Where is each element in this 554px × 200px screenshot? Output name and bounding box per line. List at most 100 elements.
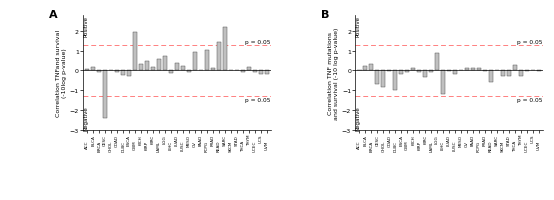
Bar: [264, 71, 269, 74]
Text: UCEC: UCEC: [525, 140, 529, 151]
Bar: [417, 71, 421, 73]
Text: MESO: MESO: [459, 134, 463, 146]
Text: BLCA: BLCA: [91, 134, 95, 145]
Text: ACC: ACC: [357, 140, 361, 148]
Text: PCPG: PCPG: [205, 140, 209, 151]
Text: p = 0.05: p = 0.05: [517, 39, 542, 44]
Bar: [121, 71, 125, 75]
Bar: [169, 71, 173, 73]
Text: OV: OV: [193, 140, 197, 146]
Bar: [459, 70, 463, 71]
Text: STAD: STAD: [235, 134, 239, 145]
Bar: [381, 71, 386, 87]
Text: LAML: LAML: [157, 140, 161, 151]
Bar: [151, 68, 155, 71]
Text: LGG: LGG: [435, 134, 439, 143]
Text: LUSC: LUSC: [181, 140, 185, 150]
Text: LUAD: LUAD: [175, 134, 179, 145]
Text: UCS: UCS: [531, 134, 535, 143]
Bar: [199, 70, 203, 71]
Text: LUSC: LUSC: [453, 140, 457, 150]
Text: ESCA: ESCA: [127, 134, 131, 145]
Bar: [103, 71, 107, 118]
Bar: [525, 71, 529, 72]
Bar: [139, 65, 143, 71]
Bar: [435, 54, 439, 71]
Text: DLBC: DLBC: [121, 140, 125, 151]
Bar: [97, 71, 101, 73]
Bar: [489, 71, 493, 82]
Text: MESO: MESO: [187, 134, 191, 146]
Text: THYM: THYM: [519, 134, 523, 146]
Text: UVM: UVM: [537, 140, 541, 149]
Bar: [471, 68, 475, 71]
Text: UCS: UCS: [259, 134, 263, 143]
Bar: [405, 71, 409, 73]
Text: KIRP: KIRP: [145, 140, 149, 149]
Text: SARC: SARC: [495, 134, 499, 145]
Bar: [453, 71, 457, 74]
Text: LUAD: LUAD: [447, 134, 451, 145]
Bar: [187, 71, 191, 73]
Bar: [393, 71, 397, 91]
Text: BRCA: BRCA: [370, 140, 373, 151]
Text: GBM: GBM: [405, 140, 409, 149]
Text: SARC: SARC: [223, 134, 227, 145]
Text: LIHC: LIHC: [169, 140, 173, 149]
Text: GBM: GBM: [133, 140, 137, 149]
Text: KIRC: KIRC: [423, 134, 427, 144]
Bar: [447, 71, 451, 72]
Bar: [127, 71, 131, 77]
Text: A: A: [49, 10, 58, 20]
Y-axis label: Correlation TNF mutations
and survival (-10 log p-value): Correlation TNF mutations and survival (…: [328, 27, 339, 119]
Text: Positive: Positive: [355, 16, 360, 37]
Bar: [513, 66, 517, 71]
Text: PAAD: PAAD: [471, 134, 475, 146]
Text: LIHC: LIHC: [441, 140, 445, 149]
Text: LGG: LGG: [163, 134, 167, 143]
Bar: [109, 70, 113, 71]
Text: Negative: Negative: [355, 105, 360, 130]
Bar: [145, 62, 149, 71]
Bar: [223, 28, 227, 71]
Text: p = 0.05: p = 0.05: [517, 98, 542, 103]
Bar: [507, 71, 511, 77]
Text: READ: READ: [489, 140, 493, 151]
Bar: [259, 71, 263, 75]
Bar: [423, 71, 427, 77]
Bar: [501, 71, 505, 77]
Bar: [519, 71, 523, 77]
Text: PAAD: PAAD: [199, 134, 203, 146]
Bar: [399, 71, 403, 74]
Text: CHOL: CHOL: [381, 140, 386, 151]
Text: OV: OV: [465, 140, 469, 146]
Bar: [133, 33, 137, 71]
Text: THCA: THCA: [513, 140, 517, 151]
Bar: [205, 50, 209, 71]
Text: THYM: THYM: [247, 134, 250, 146]
Text: ESCA: ESCA: [399, 134, 403, 145]
Bar: [483, 71, 487, 72]
Text: PCPG: PCPG: [477, 140, 481, 151]
Text: ACC: ACC: [85, 140, 89, 148]
Text: THCA: THCA: [240, 140, 245, 151]
Bar: [465, 69, 469, 71]
Bar: [157, 60, 161, 71]
Text: LAML: LAML: [429, 140, 433, 151]
Text: KICH: KICH: [411, 134, 415, 144]
Bar: [115, 71, 119, 72]
Text: p = 0.05: p = 0.05: [245, 98, 270, 103]
Bar: [537, 71, 541, 72]
Text: DLBC: DLBC: [393, 140, 397, 151]
Text: KICH: KICH: [139, 134, 143, 144]
Text: COAD: COAD: [115, 134, 119, 146]
Bar: [441, 71, 445, 95]
Text: CESC: CESC: [103, 134, 107, 145]
Bar: [211, 69, 215, 71]
Text: Positive: Positive: [83, 16, 88, 37]
Text: B: B: [321, 10, 330, 20]
Text: PRAD: PRAD: [211, 134, 215, 146]
Bar: [363, 66, 367, 71]
Bar: [175, 64, 179, 71]
Text: KIRP: KIRP: [417, 140, 421, 149]
